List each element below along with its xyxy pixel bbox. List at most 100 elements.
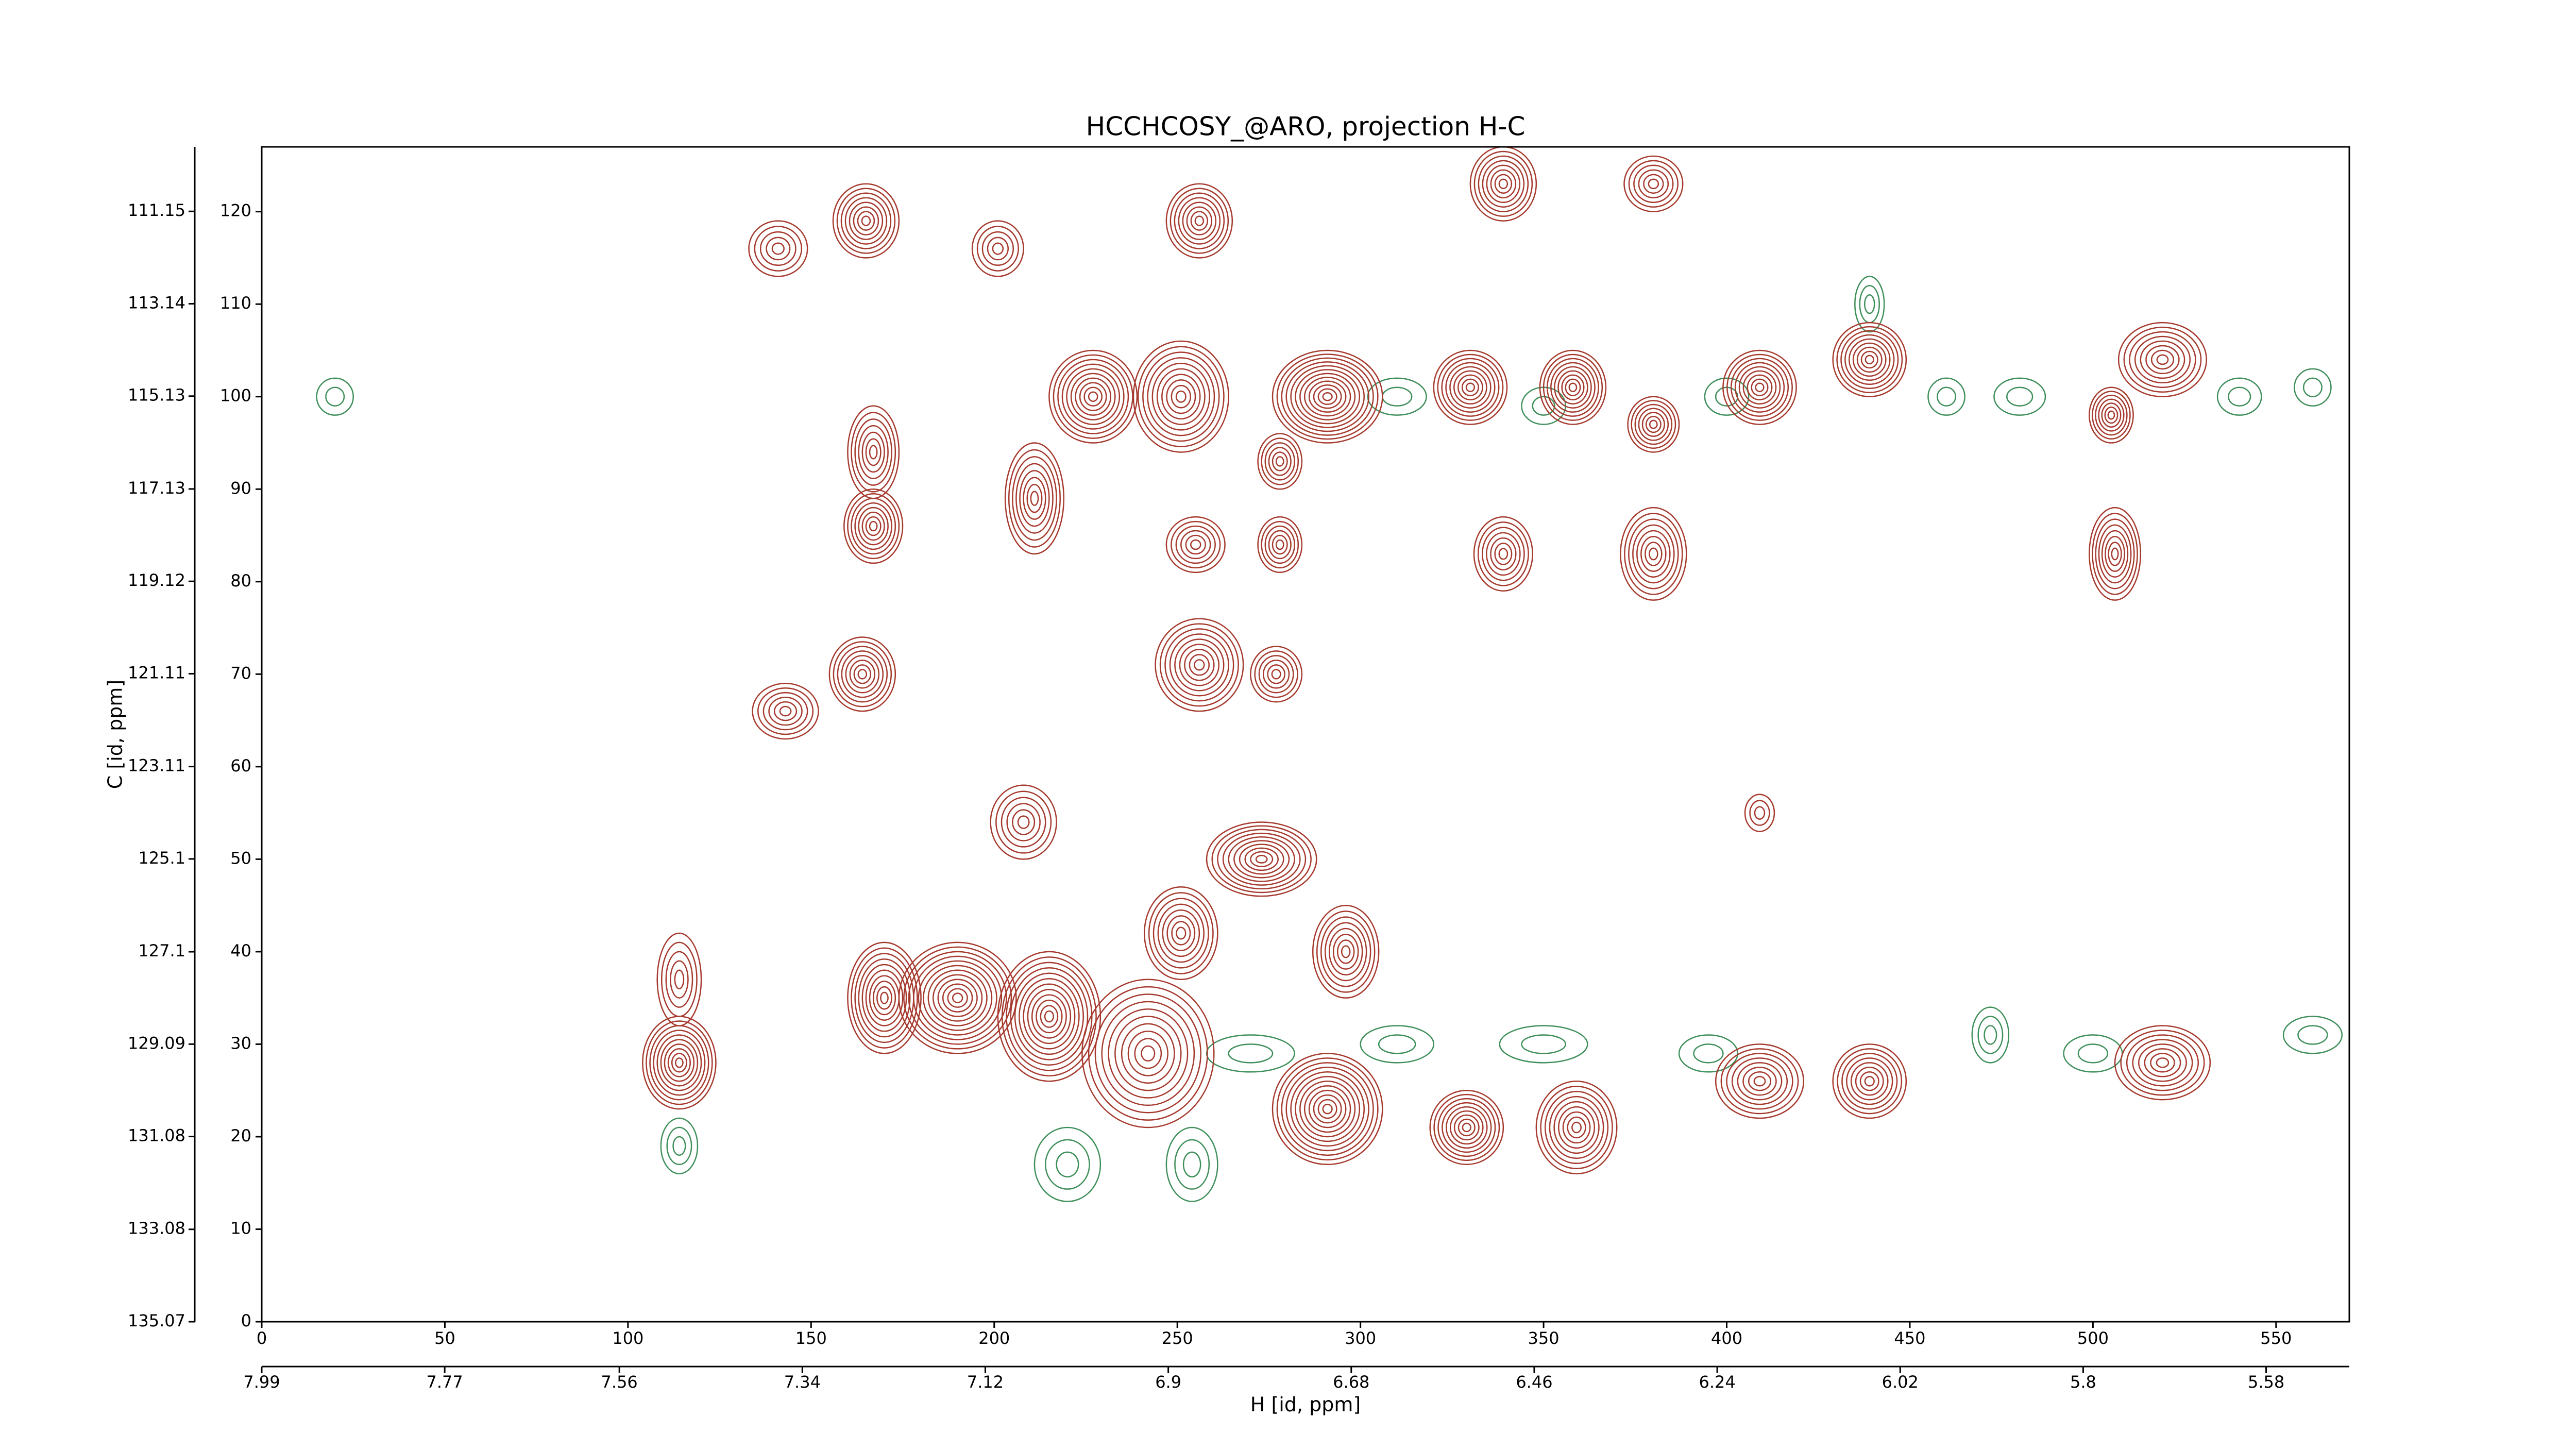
positive-contour [1462,1122,1471,1133]
positive-contour [1121,1023,1175,1084]
positive-contour [869,975,900,1021]
negative-contour [2297,1025,2328,1045]
positive-contour [2114,1025,2211,1101]
positive-contour [2132,1039,2193,1087]
negative-contour [2216,377,2262,416]
chart-title: HCCHCOSY_@ARO, projection H-C [1086,112,1526,142]
positive-contour [1303,1085,1351,1133]
positive-contour [1453,1114,1480,1141]
positive-contour [1088,391,1098,402]
positive-contour [1486,164,1521,203]
positive-contour [1001,797,1046,848]
negative-contour [2077,1043,2109,1064]
y2-tick-label: 131.08 [128,1126,185,1145]
positive-contour [1171,520,1221,569]
positive-contour [1722,349,1797,425]
positive-contour [1640,536,1667,572]
positive-contour [1151,362,1211,431]
positive-contour [2089,507,2142,601]
positive-contour [773,701,798,721]
x-axis-label: H [id, ppm] [1250,1393,1361,1416]
positive-contour [1217,829,1307,890]
positive-contour [1341,945,1351,958]
positive-contour [1539,349,1607,425]
positive-contour [1275,456,1284,467]
positive-contour [1486,532,1521,576]
y2-tick-label: 133.08 [128,1219,185,1238]
positive-contour [1178,197,1221,245]
positive-contour [1437,1098,1496,1157]
positive-contour [1317,1099,1337,1119]
positive-contour [1015,463,1054,534]
positive-contour [1081,979,1215,1128]
positive-contour [2111,547,2119,561]
positive-contour [995,790,1052,854]
x2-tick-label: 6.02 [1882,1372,1919,1392]
positive-contour [2108,542,2122,566]
positive-contour [865,969,904,1026]
positive-contour [1185,534,1206,555]
positive-contour [1010,967,1089,1066]
positive-contour [2150,1053,2175,1073]
positive-contour [1832,322,1907,397]
positive-contour [1540,1085,1613,1170]
positive-contour [1023,477,1046,520]
positive-contour [1239,844,1284,875]
x2-tick-label: 6.46 [1516,1372,1552,1392]
positive-contour [1166,379,1196,414]
x-tick-label: 50 [434,1328,455,1348]
positive-contour [1176,926,1187,940]
positive-contour [1535,1080,1618,1175]
x-tick-label: 300 [1345,1328,1376,1348]
positive-contour [937,979,978,1017]
positive-contour [1543,353,1603,421]
negative-contour [316,377,354,416]
positive-contour [1174,192,1225,249]
x-tick-label: 250 [1162,1328,1193,1348]
positive-contour [865,516,882,536]
negative-contour [672,1136,686,1156]
positive-contour [1482,527,1525,581]
positive-contour [1004,442,1065,555]
positive-contour [1865,355,1874,365]
x2-tick-label: 6.24 [1699,1372,1735,1392]
positive-contour [1320,916,1371,987]
positive-contour [847,941,922,1054]
positive-contour [923,965,993,1031]
positive-contour [1465,382,1476,393]
positive-contour [2092,513,2138,595]
negative-contour [1228,1043,1274,1064]
positive-contour [869,445,878,460]
positive-contour [1446,1106,1488,1149]
positive-contour [771,242,785,255]
positive-contour [2145,345,2180,375]
negative-contour [1937,386,1957,407]
positive-contour [1638,408,1669,441]
positive-contour [1645,542,1663,566]
positive-contour [1477,521,1529,586]
positive-contour [1114,1016,1182,1091]
positive-contour [779,705,792,717]
positive-contour [1008,449,1061,548]
negative-contour [1984,1025,1997,1045]
positive-contour [1281,357,1374,436]
negative-contour [1174,1139,1210,1190]
positive-contour [1755,382,1765,393]
positive-contour [1250,646,1303,703]
positive-contour [1190,539,1201,550]
positive-contour [1295,369,1361,425]
positive-contour [833,641,892,707]
positive-contour [1864,1076,1875,1087]
positive-contour [857,669,868,680]
positive-contour [2150,349,2175,370]
positive-contour [1441,358,1500,417]
positive-contour [952,992,963,1003]
negative-contour [1678,1034,1739,1073]
positive-contour [1290,365,1365,428]
negative-contour [325,386,345,407]
x-tick-label: 450 [1894,1328,1925,1348]
positive-contour [1233,840,1290,879]
y2-tick-label: 117.13 [128,478,185,498]
positive-contour [646,1020,713,1105]
x2-tick-label: 5.8 [2070,1372,2096,1392]
